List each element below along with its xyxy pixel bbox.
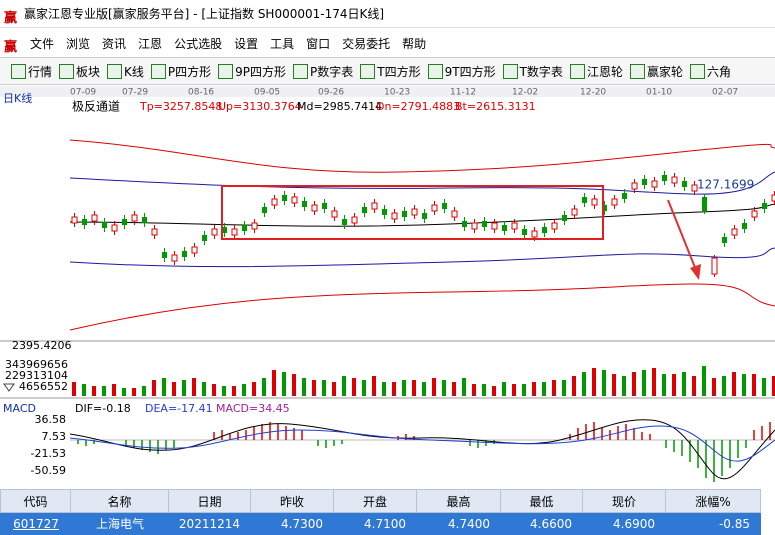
macd-name: MACD <box>3 402 36 415</box>
toolbar-button[interactable]: P四方形 <box>148 63 215 80</box>
channel-bottom <box>69 283 775 331</box>
channel-upper <box>69 171 775 195</box>
app-icon: 赢 <box>4 10 18 26</box>
volume-axis-label: 4656552 <box>19 380 68 393</box>
date-axis-bg <box>0 86 775 97</box>
arrow-head <box>690 264 701 280</box>
table-cell: 上海电气 <box>70 512 169 535</box>
table-cell: 601727 <box>0 512 71 535</box>
toolbar-button[interactable]: T四方形 <box>357 63 424 80</box>
date-label: 07-29 <box>122 88 148 98</box>
date-label: 07-09 <box>70 88 96 98</box>
table-cell: 4.6600 <box>500 512 583 535</box>
volume-axis-label: 343969656 <box>5 358 68 371</box>
period-label: 日K线 <box>3 91 32 105</box>
collapse-button[interactable] <box>3 383 15 392</box>
macd-axis-label: 7.53 <box>42 430 67 443</box>
table-row[interactable]: 601727 上海电气 20211214 4.7300 4.7100 4.7400 4.66… <box>0 512 761 535</box>
toolbar-button[interactable]: T数字表 <box>500 63 567 80</box>
menu-item[interactable]: 交易委托 <box>342 36 391 51</box>
menu-item[interactable]: 窗口 <box>306 36 331 51</box>
table-cell: 20211214 <box>168 512 251 535</box>
macd-param: DIF=-0.18 <box>75 402 131 415</box>
column-header: 现价 <box>582 489 666 513</box>
menu-item[interactable]: 设置 <box>234 36 259 51</box>
channel-top <box>69 139 775 173</box>
macd-axis-label: -50.59 <box>31 464 66 477</box>
toolbar-button[interactable]: 9T四方形 <box>425 63 500 80</box>
dea-line <box>69 425 775 462</box>
table-header: 代码 名称 日期 昨收 开盘 最高 最低 现价 涨幅% <box>0 489 761 513</box>
macd-axis-label: 36.58 <box>35 413 67 426</box>
table-cell: 4.7400 <box>416 512 501 535</box>
menu-item[interactable]: 江恩 <box>138 36 163 51</box>
toolbar-button[interactable]: 赢家轮 <box>627 63 687 80</box>
toolbar-button[interactable]: 六角 <box>687 63 735 80</box>
menu-item[interactable]: 文件 <box>30 36 55 51</box>
date-label: 11-12 <box>450 88 476 98</box>
column-header: 昨收 <box>250 489 334 513</box>
menu-bar: 赢 文件 浏览 资讯 江恩 公式选股 设置 工具 窗口 交易委托 帮助 <box>0 29 775 57</box>
toolbar-button[interactable]: 9P四方形 <box>215 63 290 80</box>
indicator-param: Tp=3257.8548 <box>139 100 222 113</box>
indicator-param: Up=3130.3764 <box>218 100 302 113</box>
table-cell: 4.6900 <box>582 512 666 535</box>
date-label: 12-20 <box>580 88 606 98</box>
column-header: 最高 <box>416 489 501 513</box>
date-label: 09-26 <box>318 88 344 98</box>
column-header: 代码 <box>0 489 71 513</box>
date-label: 08-16 <box>188 88 214 98</box>
highlight-box <box>221 185 604 240</box>
macd-axis-label: -21.53 <box>31 447 66 460</box>
macd-down <box>77 440 747 482</box>
channel-lower <box>69 247 775 268</box>
indicator-param: Md=2985.7414 <box>297 100 382 113</box>
date-label: 02-07 <box>712 88 738 98</box>
menu-item[interactable]: 工具 <box>270 36 295 51</box>
window-title: 赢家江恩专业版[赢家服务平台] - [上证指数 SH000001-174日K线] <box>24 7 385 21</box>
column-header: 最低 <box>500 489 583 513</box>
macd-param: MACD=34.45 <box>216 402 290 415</box>
toolbar-button[interactable]: 江恩轮 <box>567 63 627 80</box>
date-label: 09-05 <box>254 88 280 98</box>
menu-item[interactable]: 公式选股 <box>174 36 223 51</box>
candles-up <box>71 176 775 275</box>
toolbar-button[interactable]: 行情 <box>8 63 56 80</box>
menu-icon: 赢 <box>4 40 18 55</box>
date-label: 01-10 <box>646 88 672 98</box>
column-header: 涨幅% <box>665 489 761 513</box>
chart-area: 07-09 07-29 08-16 09-05 09-26 10-23 11-12 12-02… <box>0 86 775 482</box>
date-label: 10-23 <box>384 88 410 98</box>
macd-param: DEA=-17.41 <box>145 402 213 415</box>
candles-down <box>82 175 767 258</box>
indicator-name: 极反通道 <box>72 100 120 114</box>
toolbar: 行情 板块 K线 P四方形 9P四方形 P数字表 T四方形 9T四方形 T数字表 江恩轮 赢家轮 六角 <box>0 57 775 85</box>
price-axis-label: 2395.4206 <box>12 339 72 352</box>
menu-item[interactable]: 帮助 <box>402 36 427 51</box>
arrow-line <box>667 199 697 271</box>
table-cell: 4.7100 <box>333 512 417 535</box>
volume-down <box>82 366 766 396</box>
quote-table: 代码 名称 日期 昨收 开盘 最高 最低 现价 涨幅% 601727 上海电气 20211214 4.… <box>0 489 761 535</box>
toolbar-button[interactable]: 板块 <box>56 63 104 80</box>
indicator-param: Bt=2615.3131 <box>455 100 536 113</box>
column-header: 开盘 <box>333 489 417 513</box>
date-label: 12-02 <box>512 88 538 98</box>
column-header: 日期 <box>168 489 251 513</box>
channel-middle <box>69 203 775 227</box>
menu-item[interactable]: 资讯 <box>102 36 127 51</box>
menu-item[interactable]: 浏览 <box>66 36 91 51</box>
toolbar-button[interactable]: K线 <box>104 63 148 80</box>
column-header: 名称 <box>70 489 169 513</box>
toolbar-button[interactable]: P数字表 <box>290 63 357 80</box>
volume-up <box>72 368 775 396</box>
dif-line <box>69 419 775 480</box>
title-bar: 赢 赢家江恩专业版[赢家服务平台] - [上证指数 SH000001-174日K… <box>0 0 775 28</box>
volume-axis-label: 229313104 <box>5 369 68 382</box>
indicator-param: Dn=2791.4883 <box>376 100 460 113</box>
table-cell: -0.85 <box>665 512 761 535</box>
table-cell: 4.7300 <box>250 512 334 535</box>
price-annotation: 127.1699 <box>697 178 754 192</box>
